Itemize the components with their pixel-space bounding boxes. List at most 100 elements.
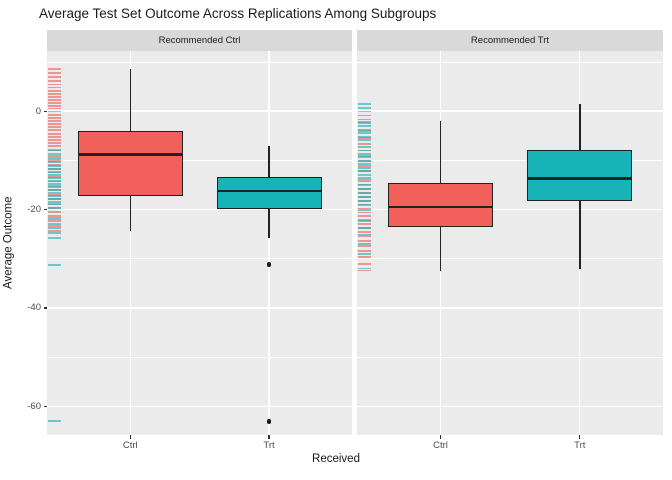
- gridline-major: [357, 405, 663, 408]
- rug-mark: [48, 129, 61, 132]
- rug-mark: [358, 184, 371, 186]
- rug-mark: [48, 161, 61, 164]
- rug-mark: [48, 76, 61, 78]
- rug-mark: [358, 209, 371, 211]
- rug-mark: [48, 193, 61, 196]
- rug-mark: [358, 102, 371, 105]
- y-tick-label: -20: [27, 204, 41, 216]
- y-axis-tick: [43, 307, 47, 309]
- rug-mark: [48, 144, 61, 147]
- gridline-vertical: [129, 51, 131, 435]
- y-tick-label: -60: [27, 400, 41, 412]
- rug-mark: [358, 154, 371, 157]
- rug-mark: [48, 89, 61, 92]
- rug-mark: [358, 173, 371, 176]
- rug-mark: [358, 110, 371, 113]
- rug-mark: [358, 125, 371, 128]
- rug-mark: [358, 137, 371, 140]
- rug-mark: [48, 184, 61, 187]
- rug-mark: [358, 214, 371, 217]
- rug-mark: [48, 227, 61, 230]
- gridline-minor: [47, 258, 352, 260]
- rug-mark: [48, 80, 61, 82]
- rug-mark: [358, 180, 371, 183]
- rug-mark: [48, 92, 61, 95]
- rug-mark: [358, 187, 371, 190]
- rug-mark: [48, 229, 61, 232]
- rug-mark: [358, 234, 371, 237]
- rug-mark: [358, 223, 371, 226]
- rug-mark: [48, 152, 61, 155]
- rug-mark: [358, 163, 371, 166]
- rug-mark: [48, 168, 61, 171]
- rug-mark: [358, 129, 371, 132]
- outlier-point: [266, 262, 272, 267]
- rug-mark: [358, 250, 371, 253]
- rug-mark: [358, 143, 371, 146]
- boxplot-box: [77, 130, 183, 196]
- rug-mark: [358, 170, 371, 173]
- x-axis-tick: [579, 435, 581, 439]
- rug-mark: [48, 157, 61, 160]
- rug-mark: [358, 235, 371, 238]
- rug-mark: [358, 226, 371, 229]
- gridline-minor: [47, 61, 352, 63]
- x-tick-label: Trt: [263, 440, 275, 451]
- rug-mark: [48, 83, 61, 86]
- gridline-major: [357, 307, 663, 309]
- y-axis-tick: [43, 110, 47, 112]
- rug-mark: [48, 214, 61, 217]
- rug-mark: [48, 107, 61, 110]
- rug-mark: [358, 256, 371, 259]
- rug-mark: [358, 139, 371, 141]
- rug-mark: [48, 232, 61, 235]
- rug-mark: [48, 194, 61, 197]
- rug-mark: [48, 132, 61, 135]
- rug-mark: [358, 106, 371, 109]
- y-tick-label: 0: [35, 105, 41, 117]
- rug-mark: [48, 177, 61, 179]
- rug-mark: [358, 211, 371, 214]
- rug-mark: [48, 123, 61, 126]
- rug-mark: [48, 71, 61, 74]
- x-axis-tick: [129, 435, 131, 439]
- rug-mark: [48, 220, 61, 223]
- outlier-point: [266, 418, 272, 424]
- rug-mark: [358, 199, 371, 202]
- x-axis-tick: [268, 435, 270, 439]
- rug-mark: [358, 114, 371, 117]
- rug-mark: [358, 128, 371, 131]
- rug-mark: [48, 155, 61, 158]
- rug-mark: [48, 183, 61, 185]
- rug-mark: [48, 98, 61, 101]
- rug-mark: [358, 240, 371, 242]
- gridline-major: [357, 208, 663, 211]
- rug-mark: [48, 237, 61, 239]
- rug-mark: [358, 179, 371, 181]
- y-axis-tick: [43, 208, 47, 211]
- facet-panel: [47, 51, 352, 435]
- rug-mark: [358, 135, 371, 138]
- gridline-minor: [47, 356, 352, 358]
- rug-mark: [48, 68, 61, 71]
- rug-mark: [358, 149, 371, 152]
- gridline-major: [47, 405, 352, 408]
- gridline-major: [47, 110, 352, 112]
- rug-mark: [48, 420, 61, 423]
- rug-mark: [48, 120, 61, 122]
- rug-mark: [358, 252, 371, 255]
- rug-mark: [48, 207, 61, 209]
- rug-mark: [48, 145, 61, 148]
- x-tick-label: Ctrl: [122, 440, 138, 451]
- rug-mark: [48, 159, 61, 162]
- chart-title: Average Test Set Outcome Across Replicat…: [39, 6, 437, 21]
- y-tick-label: -40: [27, 302, 41, 314]
- rug-mark: [358, 166, 371, 169]
- rug-mark: [48, 139, 61, 141]
- rug-mark: [48, 153, 61, 156]
- gridline-minor: [357, 258, 663, 260]
- rug-mark: [48, 188, 61, 191]
- median-line: [528, 177, 632, 180]
- rug-mark: [48, 202, 61, 205]
- rug-mark: [358, 220, 371, 223]
